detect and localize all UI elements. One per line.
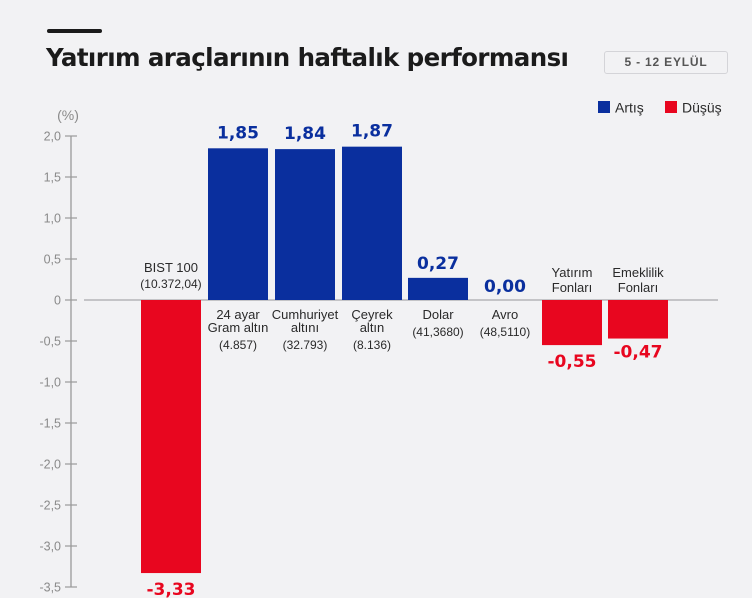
y-axis: 2,0 1,5 1,0 0,5 0 -0,5 -1,0 -1,5 -2,0 -2,5 -3,0 -3,… — [39, 130, 77, 595]
legend-swatch — [598, 101, 610, 113]
y-tick-label: -1,0 — [39, 376, 61, 390]
category-sublabel: (48,5110) — [480, 325, 530, 339]
bar — [608, 300, 668, 339]
category-sublabel: (10.372,04) — [140, 277, 201, 291]
y-tick-label: -2,0 — [39, 458, 61, 472]
category-label: Fonları — [552, 280, 592, 295]
value-label: -0,47 — [614, 343, 663, 363]
y-tick-label: 1,0 — [44, 212, 61, 226]
bar — [208, 148, 268, 300]
date-range-badge: 5 - 12 EYLÜL — [604, 51, 728, 74]
legend-label: Düşüş — [682, 100, 722, 116]
bars: -3,33 BIST 100 (10.372,04) 1,85 24 ayarGram … — [140, 122, 668, 598]
value-label: 0,00 — [484, 277, 526, 297]
value-label: -3,33 — [147, 580, 196, 598]
bar — [408, 277, 468, 300]
legend: Artış Düşüş — [598, 100, 722, 116]
category-label: Fonları — [618, 280, 658, 295]
title-accent-bar — [47, 29, 102, 33]
bar-group: 0,00 Avro (48,5110) — [480, 277, 530, 339]
bar — [141, 300, 201, 574]
y-tick-label: 0 — [54, 294, 61, 308]
value-label: 0,27 — [417, 254, 459, 274]
y-tick-label: 2,0 — [44, 130, 61, 144]
bar — [275, 149, 335, 300]
category-sublabel: (32.793) — [283, 338, 328, 352]
chart-title: Yatırım araçlarının haftalık performansı — [46, 43, 569, 72]
category-label: Cumhuriyet — [272, 307, 339, 322]
value-label: -0,55 — [548, 352, 597, 372]
category-sublabel: (41,3680) — [412, 325, 463, 339]
category-label: BIST 100 — [144, 260, 198, 275]
category-label: Dolar — [422, 307, 454, 322]
category-label: Yatırım — [552, 265, 593, 280]
legend-swatch — [665, 101, 677, 113]
category-label: altını — [291, 320, 319, 335]
category-label: Çeyrek — [351, 307, 393, 322]
category-sublabel: (8.136) — [353, 338, 391, 352]
category-label: altın — [360, 320, 385, 335]
bar — [542, 300, 602, 346]
y-tick-label: 1,5 — [44, 171, 61, 185]
bar-group: -3,33 BIST 100 (10.372,04) — [140, 260, 201, 598]
value-label: 1,84 — [284, 124, 326, 144]
category-label: Emeklilik — [612, 265, 664, 280]
bar-group: 0,27 Dolar (41,3680) — [408, 254, 468, 339]
y-axis-unit-label: (%) — [57, 107, 79, 123]
value-label: 1,87 — [351, 122, 393, 142]
category-label: Avro — [492, 307, 519, 322]
category-label: 24 ayar — [216, 307, 260, 322]
y-tick-label: -1,5 — [39, 417, 61, 431]
y-tick-label: 0,5 — [44, 253, 61, 267]
category-label: Gram altın — [208, 320, 269, 335]
y-tick-label: -2,5 — [39, 499, 61, 513]
y-tick-label: -0,5 — [39, 335, 61, 349]
y-tick-label: -3,5 — [39, 581, 61, 595]
value-label: 1,85 — [217, 123, 259, 143]
legend-label: Artış — [615, 100, 644, 116]
bar — [342, 146, 402, 300]
category-sublabel: (4.857) — [219, 338, 257, 352]
y-tick-label: -3,0 — [39, 540, 61, 554]
